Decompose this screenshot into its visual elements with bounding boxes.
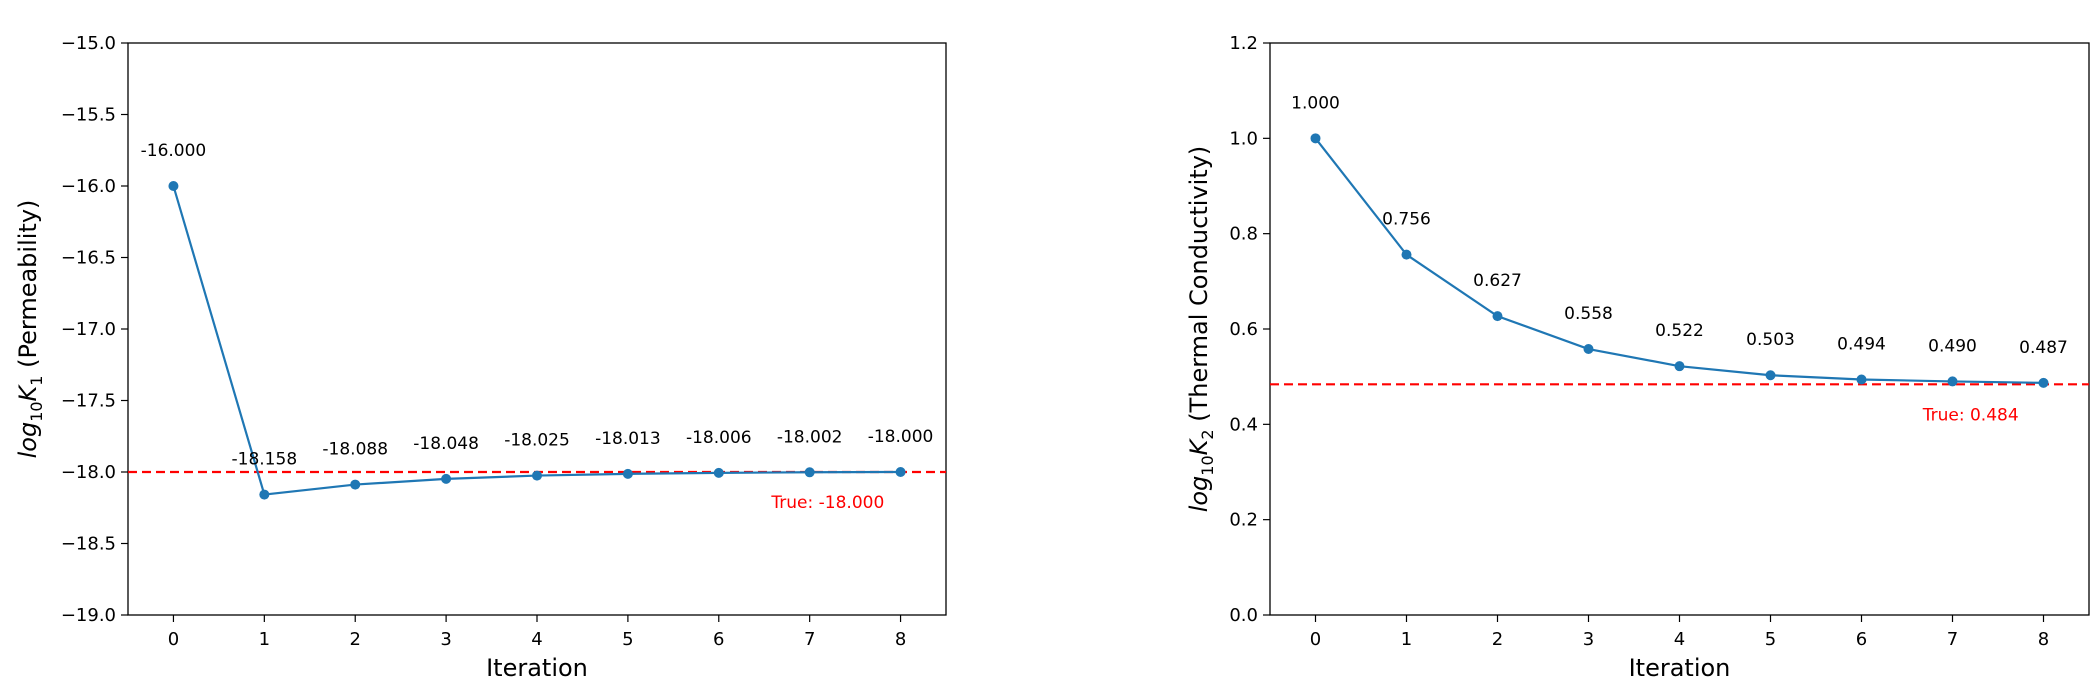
data-label: -18.158 (232, 450, 298, 470)
x-tick-label: 1 (1401, 629, 1412, 650)
true-value-label: True: -18.000 (770, 493, 884, 513)
data-label: -18.002 (777, 427, 843, 447)
x-tick-label: 2 (1492, 629, 1503, 650)
chart-panel-2: 0.0 0.2 0.4 0.6 0.8 1.0 1.2 0 1 2 3 4 5 6 7 8 Iteration l… (1185, 33, 2090, 682)
y-tick-label: −17.0 (61, 319, 116, 340)
data-label: 0.558 (1564, 304, 1613, 324)
data-label: 0.756 (1382, 210, 1431, 230)
data-point (259, 489, 270, 500)
data-label: -18.000 (868, 427, 934, 447)
x-tick-label: 2 (349, 629, 360, 650)
data-label: 0.490 (1928, 336, 1977, 356)
y-tick-label: −15.5 (61, 105, 116, 126)
y-tick-label: −15.0 (61, 33, 116, 54)
data-label: 0.522 (1655, 321, 1704, 341)
y-tick-label: 0.4 (1229, 414, 1258, 435)
x-tick-label: 3 (440, 629, 451, 650)
y-tick-label: −17.5 (61, 391, 116, 412)
data-label: -18.048 (413, 434, 479, 454)
y-tick-label: 1.0 (1229, 128, 1258, 149)
y-tick-label: 0.6 (1229, 319, 1258, 340)
data-point (895, 467, 906, 477)
data-label: -18.006 (686, 428, 752, 448)
data-point (1674, 361, 1685, 372)
data-label: -18.013 (595, 429, 661, 449)
data-label: 0.487 (2019, 338, 2068, 358)
data-point (532, 470, 542, 481)
x-tick-label: 6 (1856, 629, 1867, 650)
y-tick-label: 0.0 (1229, 605, 1258, 626)
y-axis-label: log10K2 (Thermal Conductivity) (1185, 146, 1217, 513)
x-tick-label: 5 (622, 629, 633, 650)
axes-frame (127, 42, 947, 616)
x-tick-label: 4 (1674, 629, 1685, 650)
y-tick-label: −16.0 (61, 176, 116, 197)
y-tick-label: −18.0 (61, 462, 116, 483)
chart-panel-1: −19.0 −18.5 −18.0 −17.5 −17.0 −16.5 −16.0 −15.5… (14, 33, 947, 682)
data-point (168, 181, 179, 191)
x-tick-label: 0 (168, 629, 179, 650)
data-label: 0.627 (1473, 271, 1522, 291)
data-point (622, 468, 633, 479)
y-tick-label: 0.2 (1229, 510, 1258, 531)
data-point (2038, 377, 2049, 388)
y-tick-label: 0.8 (1229, 224, 1258, 245)
data-point (1310, 133, 1321, 144)
data-label: -16.000 (141, 141, 207, 161)
x-tick-label: 8 (2038, 629, 2049, 650)
data-point (1583, 344, 1594, 355)
x-tick-label: 5 (1765, 629, 1776, 650)
data-label: 1.000 (1291, 93, 1340, 113)
data-point (441, 473, 452, 484)
y-tick-label: −18.5 (61, 534, 116, 555)
x-tick-label: 7 (1947, 629, 1958, 650)
data-label: 0.503 (1746, 330, 1795, 350)
x-tick-label: 6 (713, 629, 724, 650)
data-point (1401, 249, 1412, 260)
data-point (804, 467, 815, 478)
data-label: 0.494 (1837, 335, 1886, 355)
x-tick-label: 4 (531, 629, 542, 650)
y-tick-label: −16.5 (61, 248, 116, 269)
data-point (713, 467, 724, 478)
x-tick-label: 3 (1583, 629, 1594, 650)
data-point (350, 479, 361, 490)
x-axis-label: Iteration (486, 654, 588, 682)
data-point (1765, 370, 1776, 381)
x-axis-label: Iteration (1629, 654, 1731, 682)
y-tick-label: −19.0 (61, 605, 116, 626)
data-label: -18.025 (504, 431, 570, 451)
x-tick-label: 0 (1310, 629, 1321, 650)
data-point (1856, 374, 1867, 385)
y-tick-label: 1.2 (1229, 33, 1258, 54)
data-point (1492, 311, 1503, 322)
x-tick-label: 1 (259, 629, 270, 650)
data-point (1947, 376, 1958, 387)
true-value-label: True: 0.484 (1922, 405, 2019, 425)
x-tick-label: 8 (895, 629, 906, 650)
data-label: -18.088 (322, 440, 388, 460)
y-axis-label: log10K1 (Permeability) (14, 200, 46, 459)
x-tick-label: 7 (804, 629, 815, 650)
